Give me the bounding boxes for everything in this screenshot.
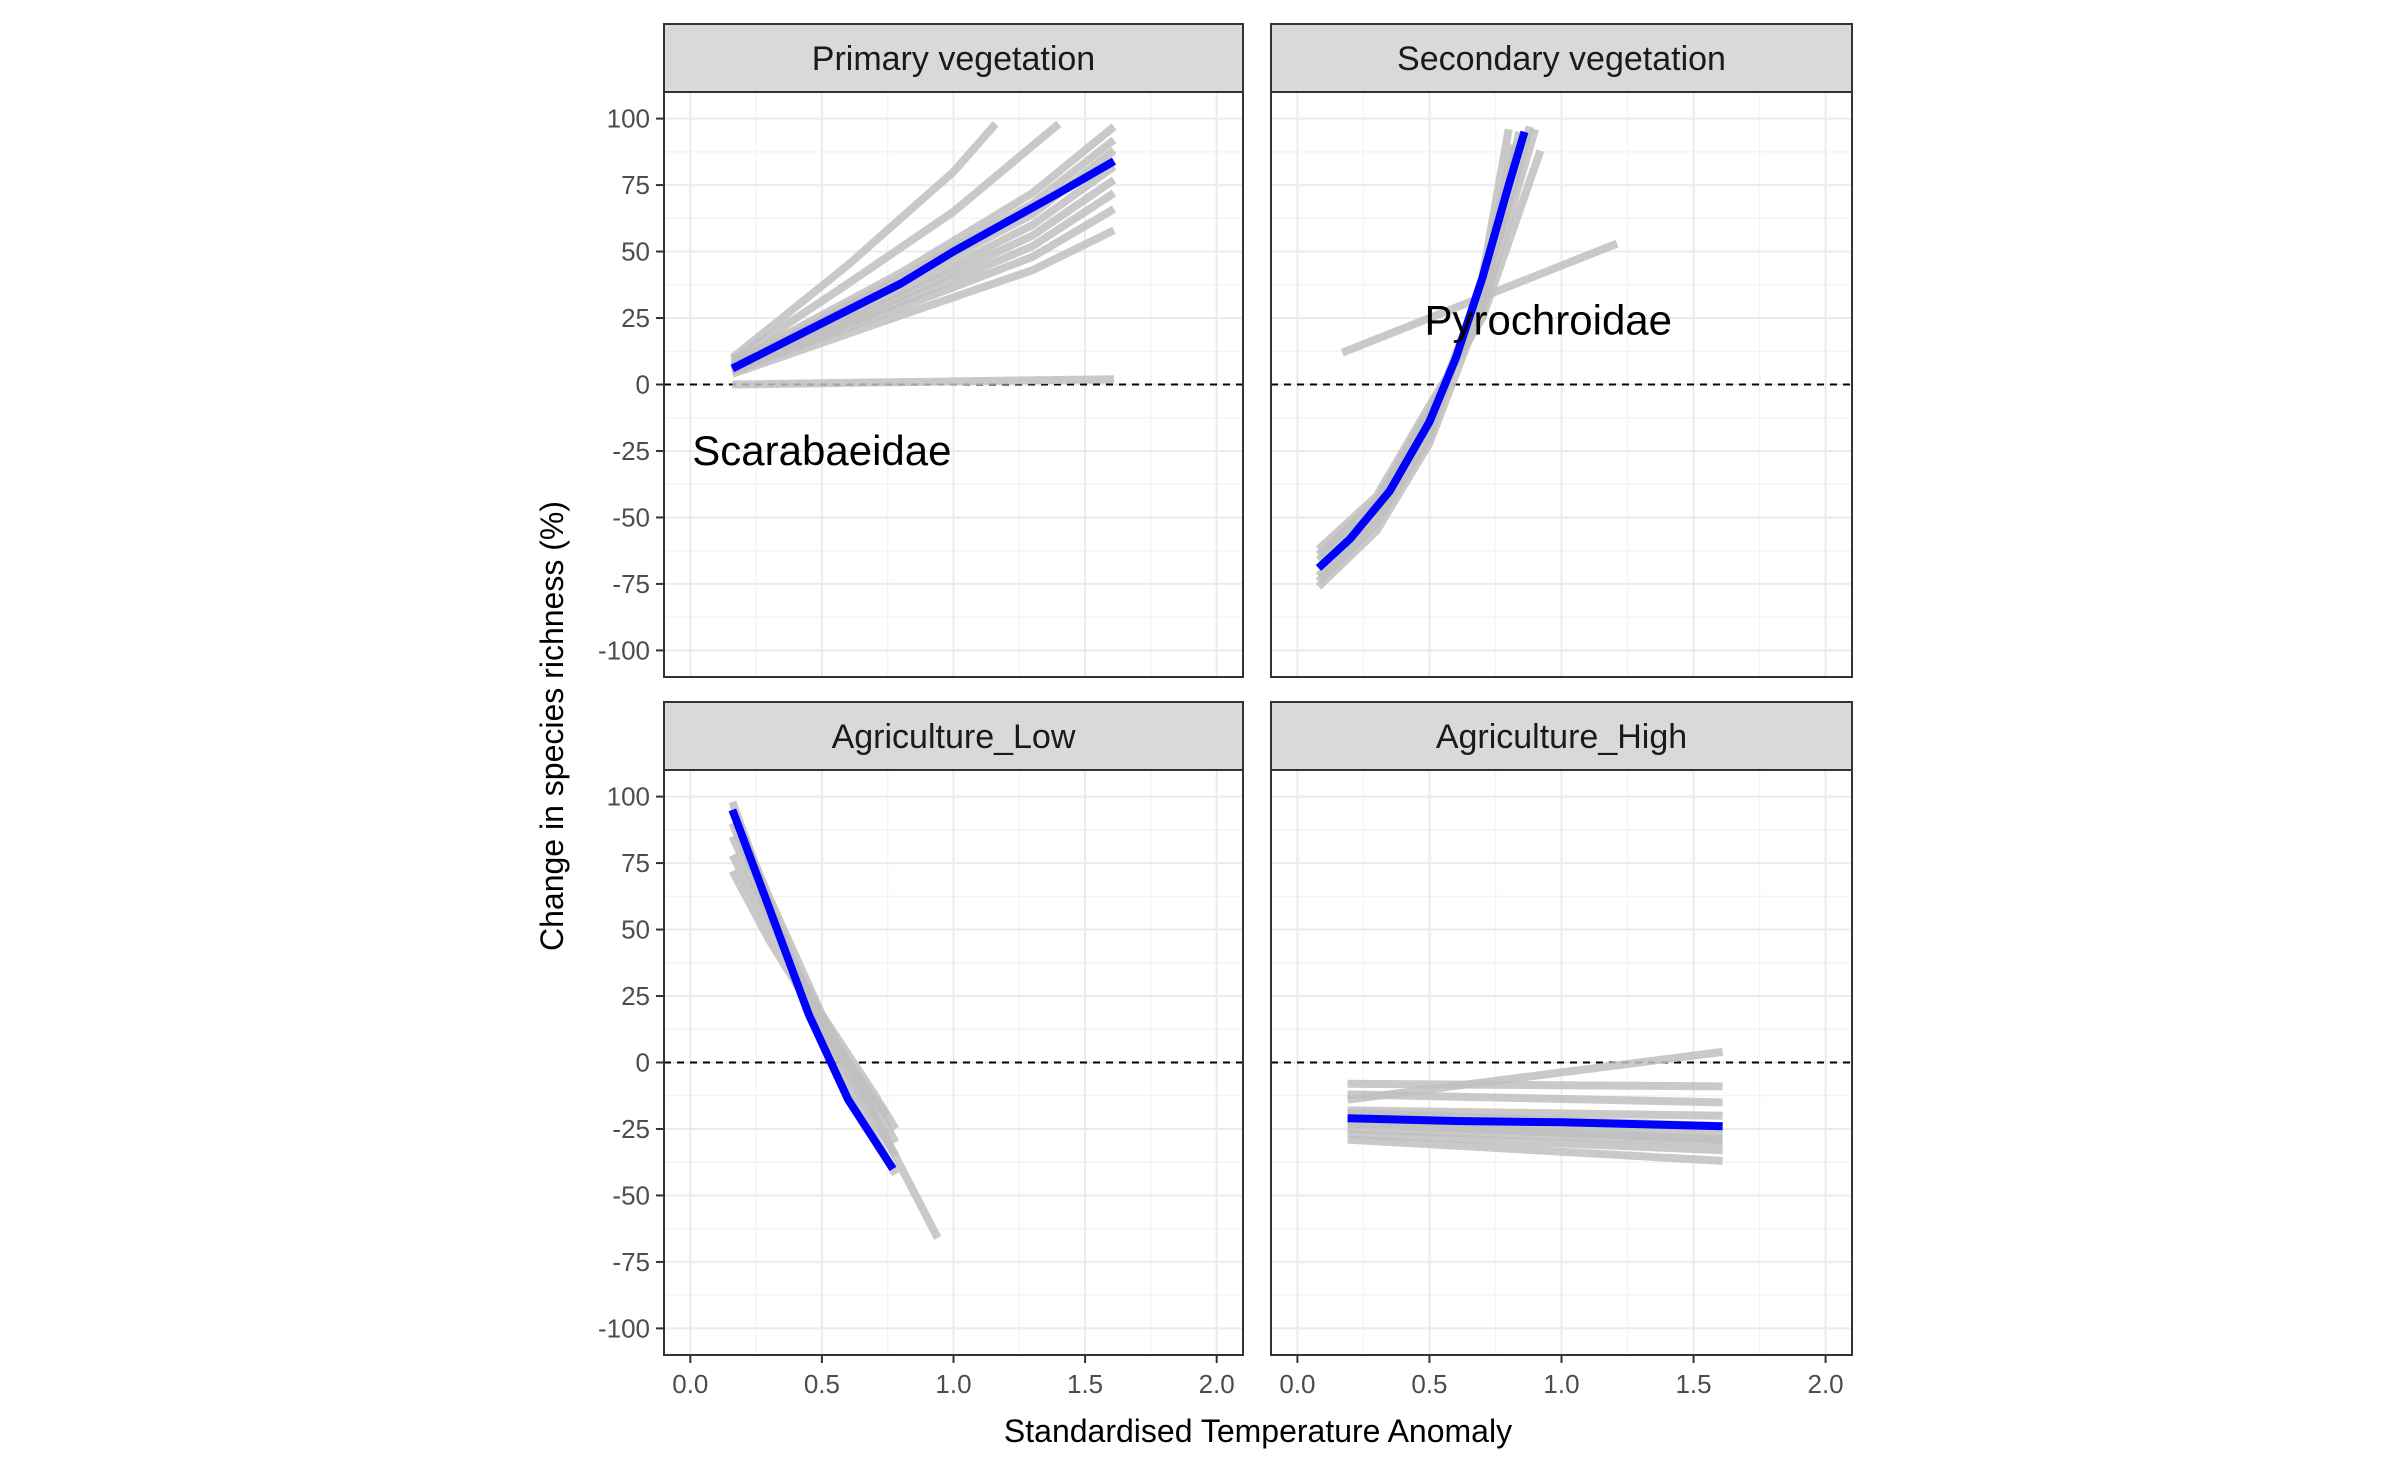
y-tick-label: -50 <box>612 502 650 532</box>
replicate-line <box>1347 1135 1723 1165</box>
x-tick-label: 1.5 <box>1067 1369 1103 1399</box>
y-tick-label: 25 <box>621 981 650 1011</box>
replicate-line <box>730 120 1062 364</box>
y-tick-label: -25 <box>612 436 650 466</box>
strip-agriculture-high <box>1270 701 1853 771</box>
y-tick-label: 50 <box>621 915 650 945</box>
replicate-line <box>1315 149 1545 553</box>
y-tick-label: 50 <box>621 237 650 267</box>
series-group <box>1347 1047 1724 1165</box>
y-tick-label: 100 <box>607 782 650 812</box>
y-tick-label: -100 <box>598 1313 650 1343</box>
strip-label: Primary vegetation <box>812 40 1095 78</box>
series-group <box>729 120 1117 389</box>
annotation-scarabaeidae: Scarabaeidae <box>692 427 951 474</box>
axes-layer: 100 75 50 25 0 -25 -50 -75 -100 100 75 50 25 0 -25 -50 -… <box>598 104 1844 1399</box>
series-group <box>728 800 942 1240</box>
replicate-line <box>1347 1090 1723 1107</box>
y-tick-label: -75 <box>612 569 650 599</box>
mean-line <box>730 157 1117 373</box>
replicate-line <box>732 375 1115 389</box>
x-tick-label: 2.0 <box>1199 1369 1235 1399</box>
y-tick-label: 100 <box>607 104 650 134</box>
panel-secondary-vegetation: Pyrochroidae Secondary vegetation <box>1270 23 1853 678</box>
strip-label: Secondary vegetation <box>1397 40 1726 78</box>
replicate-line <box>1347 1130 1723 1155</box>
x-tick-label: 0.5 <box>1411 1369 1447 1399</box>
y-axis-title: Change in species richness (%) <box>534 501 570 951</box>
replicate-line <box>728 869 891 1119</box>
strip-label: Agriculture_Low <box>832 718 1076 756</box>
replicate-line <box>729 121 999 362</box>
y-tick-label: 0 <box>636 1048 650 1078</box>
annotation-pyrochroidae: Pyrochroidae <box>1425 297 1672 344</box>
replicate-line <box>1347 1079 1723 1091</box>
panel-agriculture-low: Agriculture_Low <box>663 701 1244 1356</box>
y-tick-label: -75 <box>612 1247 650 1277</box>
replicate-line <box>730 205 1117 375</box>
replicate-line <box>1347 1119 1723 1144</box>
y-tick-label: -25 <box>612 1114 650 1144</box>
replicate-line <box>731 226 1116 378</box>
replicate-line <box>1315 128 1513 585</box>
x-tick-label: 1.0 <box>935 1369 971 1399</box>
strip-secondary-vegetation <box>1270 23 1853 93</box>
x-tick-label: 0.5 <box>804 1369 840 1399</box>
y-tick-label: 0 <box>636 370 650 400</box>
mean-line <box>1347 1114 1723 1131</box>
x-tick-label: 1.0 <box>1543 1369 1579 1399</box>
panel-agriculture-high: Agriculture_High <box>1270 701 1853 1356</box>
x-axis-title: Standardised Temperature Anomaly <box>1004 1413 1512 1449</box>
panel-primary-vegetation: Scarabaeidae Primary vegetation <box>663 23 1244 678</box>
panels-layer: Scarabaeidae Primary vegetation Pyrochroid… <box>663 23 1853 1356</box>
x-tick-label: 0.0 <box>672 1369 708 1399</box>
y-tick-label: -50 <box>612 1180 650 1210</box>
mean-line <box>1315 130 1529 571</box>
series-group <box>1315 125 1619 590</box>
y-tick-label: 75 <box>621 848 650 878</box>
x-tick-label: 1.5 <box>1675 1369 1711 1399</box>
y-tick-label: 75 <box>621 170 650 200</box>
x-tick-label: 2.0 <box>1808 1369 1844 1399</box>
mean-line <box>728 808 897 1172</box>
x-tick-label: 0.0 <box>1279 1369 1315 1399</box>
y-tick-label: 25 <box>621 303 650 333</box>
strip-label: Agriculture_High <box>1436 718 1687 756</box>
y-tick-label: -100 <box>598 635 650 665</box>
strip-agriculture-low <box>663 701 1244 771</box>
strip-primary-vegetation <box>663 23 1244 93</box>
